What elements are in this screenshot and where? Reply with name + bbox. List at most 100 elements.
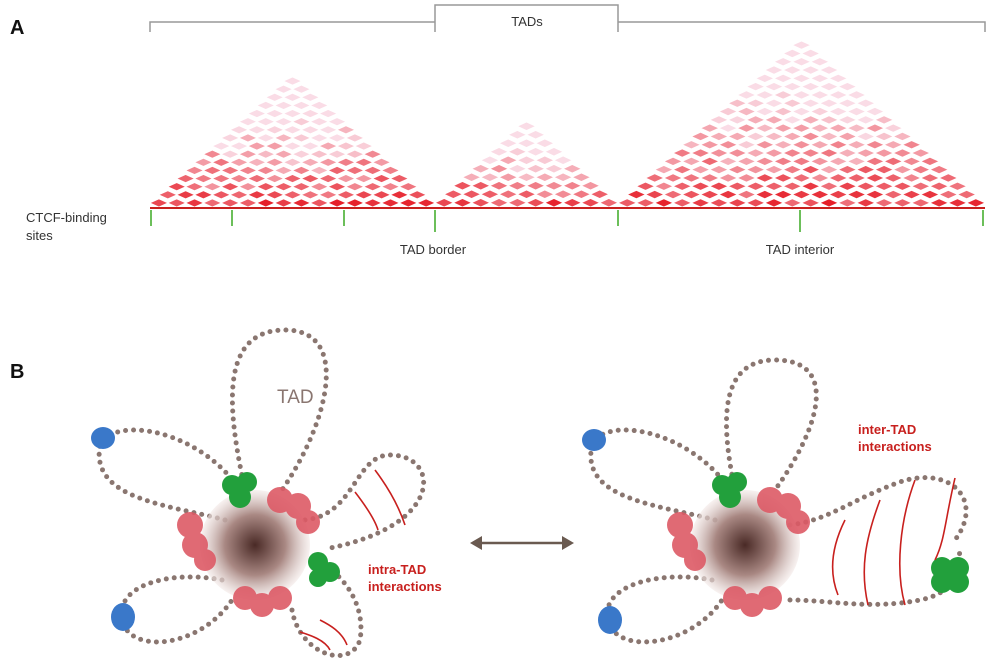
heat-cell <box>783 182 801 190</box>
heat-cell <box>746 99 764 107</box>
heat-cell <box>792 74 810 82</box>
heat-cell <box>811 141 829 149</box>
heat-cell <box>275 150 293 158</box>
heat-cell <box>301 126 319 134</box>
heat-cell <box>847 141 865 149</box>
heat-cell <box>293 134 311 142</box>
heat-cell <box>230 175 248 183</box>
heat-cell <box>884 124 902 132</box>
heat-cell <box>792 41 810 49</box>
heat-cell <box>186 166 204 174</box>
heat-cell <box>664 157 682 165</box>
heat-cell <box>792 91 810 99</box>
heat-cell <box>838 166 856 174</box>
heat-cell <box>802 132 820 140</box>
heat-cell <box>756 141 774 149</box>
heat-cell <box>939 190 957 198</box>
heat-cell <box>728 166 746 174</box>
heat-cell <box>774 74 792 82</box>
heat-cell <box>673 182 691 190</box>
heat-cell <box>527 131 545 140</box>
heat-cell <box>902 157 920 165</box>
heat-cell <box>563 182 581 191</box>
heat-cell <box>893 132 911 140</box>
heat-cell <box>765 166 783 174</box>
heat-cell <box>912 182 930 190</box>
heat-cell <box>820 166 838 174</box>
heat-cell <box>912 149 930 157</box>
heat-cell <box>275 85 293 93</box>
heat-cell <box>774 124 792 132</box>
heat-cell <box>257 118 275 126</box>
heat-cell <box>527 148 545 157</box>
heat-cell <box>221 134 239 142</box>
heat-cell <box>527 165 545 174</box>
heat-cell <box>266 191 284 199</box>
heat-cell <box>820 149 838 157</box>
heat-cell <box>756 157 774 165</box>
heat-cell <box>884 157 902 165</box>
heat-cell <box>221 150 239 158</box>
heat-cell <box>275 134 293 142</box>
double-arrow <box>470 536 574 550</box>
heat-cell <box>847 157 865 165</box>
heat-cell <box>902 190 920 198</box>
heat-cell <box>857 199 875 207</box>
heat-cell <box>382 199 400 207</box>
heat-cell <box>701 124 719 132</box>
heat-cell <box>563 199 581 208</box>
heat-cell <box>195 158 213 166</box>
heat-cell <box>275 166 293 174</box>
panel-label: B <box>10 361 24 383</box>
heat-cell <box>802 99 820 107</box>
heat-cell <box>802 166 820 174</box>
heat-cell <box>284 110 302 118</box>
heat-cell <box>646 190 664 198</box>
heat-cell <box>581 182 599 191</box>
heat-cell <box>364 183 382 191</box>
heat-cell <box>756 107 774 115</box>
heat-cell <box>774 157 792 165</box>
heat-cell <box>930 182 948 190</box>
heat-cell <box>444 190 462 199</box>
heat-cell <box>655 166 673 174</box>
heat-cell <box>293 85 311 93</box>
heat-cell <box>239 134 257 142</box>
heat-cell <box>691 166 709 174</box>
heat-cell <box>756 190 774 198</box>
heat-cell <box>746 116 764 124</box>
heat-cell <box>893 199 911 207</box>
intra-label: intra-TAD <box>368 562 426 577</box>
heat-cell <box>337 191 355 199</box>
heat-cell <box>481 173 499 182</box>
heat-cell <box>257 183 275 191</box>
heat-cell <box>857 132 875 140</box>
heat-cell <box>364 166 382 174</box>
heat-cell <box>737 190 755 198</box>
chromatin <box>305 455 424 548</box>
heat-cell <box>829 124 847 132</box>
heat-cell <box>328 118 346 126</box>
heat-cell <box>902 174 920 182</box>
heat-cell <box>301 142 319 150</box>
heat-cell <box>168 199 186 207</box>
heat-cell <box>536 156 554 165</box>
heat-cell <box>293 150 311 158</box>
heat-cell <box>728 116 746 124</box>
heat-cell <box>545 148 563 157</box>
heat-cell <box>838 116 856 124</box>
heat-cell <box>829 141 847 149</box>
heat-cell <box>212 158 230 166</box>
heat-cell <box>636 182 654 190</box>
heat-cell <box>310 101 328 109</box>
heat-cell <box>792 107 810 115</box>
heat-cell <box>462 173 480 182</box>
heat-cell <box>373 191 391 199</box>
heat-cell <box>284 191 302 199</box>
heat-cell <box>293 183 311 191</box>
heat-cell <box>838 149 856 157</box>
heat-cell <box>435 199 453 208</box>
heat-cell <box>802 83 820 91</box>
heat-cell <box>765 182 783 190</box>
heat-cell <box>710 116 728 124</box>
